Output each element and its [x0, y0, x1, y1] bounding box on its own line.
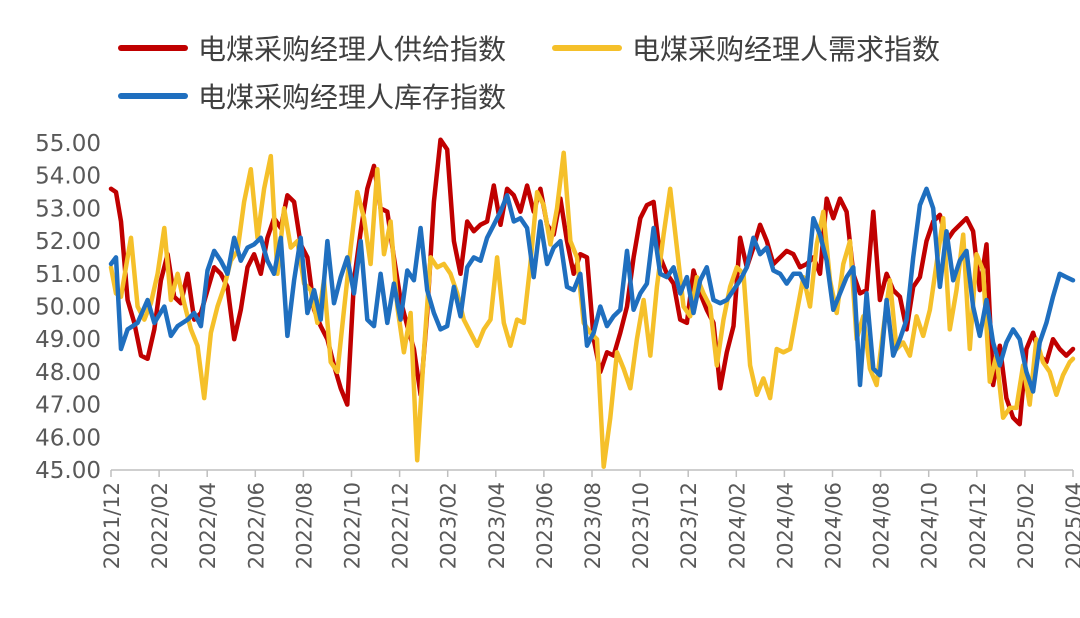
legend: 电煤采购经理人供给指数 电煤采购经理人需求指数 电煤采购经理人库存指数	[0, 0, 1080, 120]
legend-label-supply: 电煤采购经理人供给指数	[198, 33, 507, 66]
x-tick-label: 2024/02	[725, 482, 749, 569]
legend-label-demand: 电煤采购经理人需求指数	[632, 33, 941, 66]
x-tick-label: 2021/12	[100, 482, 124, 569]
y-tick-label: 55.00	[35, 131, 101, 157]
x-tick-label: 2025/02	[1014, 482, 1038, 569]
x-tick-label: 2022/02	[148, 482, 172, 569]
x-tick-label: 2023/06	[533, 482, 557, 569]
series-line-2	[108, 186, 1076, 394]
series-line-0	[108, 137, 1076, 427]
x-tick-label: 2024/08	[870, 482, 894, 569]
x-tick-label: 2024/10	[918, 482, 942, 569]
x-tick-label: 2023/04	[485, 482, 509, 569]
x-tick-label: 2022/08	[292, 482, 316, 569]
legend-label-inventory: 电煤采购经理人库存指数	[198, 81, 507, 114]
legend-item-demand: 电煤采购经理人需求指数	[552, 28, 940, 68]
x-tick-label: 2025/04	[1062, 482, 1080, 569]
y-tick-label: 51.00	[35, 262, 101, 288]
x-tick-label: 2023/02	[437, 482, 461, 569]
y-tick-label: 52.00	[35, 229, 101, 255]
x-tick-label: 2023/12	[677, 482, 701, 569]
legend-item-supply: 电煤采购经理人供给指数	[118, 28, 506, 68]
y-tick-label: 48.00	[35, 360, 101, 386]
y-tick-label: 46.00	[35, 425, 101, 451]
y-tick-label: 49.00	[35, 327, 101, 353]
x-tick-label: 2023/10	[629, 482, 653, 569]
y-tick-label: 54.00	[35, 164, 101, 190]
legend-swatch-demand	[552, 45, 622, 51]
legend-swatch-inventory	[118, 93, 188, 99]
y-tick-label: 47.00	[35, 393, 101, 419]
x-tick-label: 2022/12	[389, 482, 413, 569]
x-tick-label: 2022/04	[196, 482, 220, 569]
y-tick-label: 53.00	[35, 196, 101, 222]
x-tick-label: 2024/12	[966, 482, 990, 569]
x-tick-label: 2024/04	[773, 482, 797, 569]
y-tick-label: 50.00	[35, 295, 101, 321]
x-tick-label: 2022/06	[244, 482, 268, 569]
x-tick-label: 2023/08	[581, 482, 605, 569]
legend-item-inventory: 电煤采购经理人库存指数	[118, 76, 506, 116]
series-line-1	[108, 150, 1076, 469]
x-tick-label: 2022/10	[341, 482, 365, 569]
y-tick-label: 45.00	[35, 458, 101, 484]
x-tick-label: 2024/06	[822, 482, 846, 569]
legend-swatch-supply	[118, 45, 188, 51]
